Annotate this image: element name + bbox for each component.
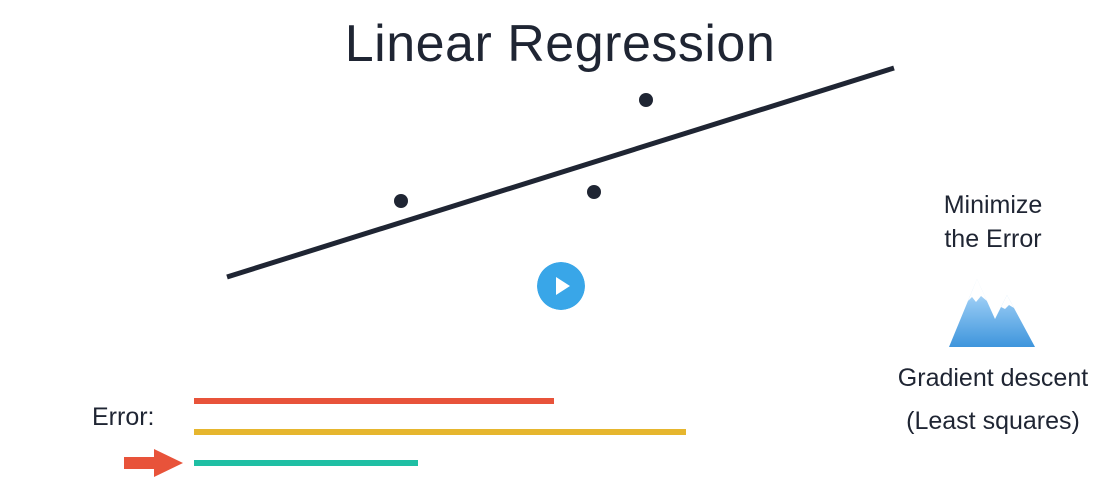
error-bar-red <box>194 398 554 404</box>
data-point <box>587 185 601 199</box>
error-bars <box>194 398 686 466</box>
arrow-right-icon <box>124 449 183 477</box>
error-label: Error: <box>92 403 155 431</box>
gradient-descent-text: Gradient descent <box>897 364 1089 392</box>
page-title: Linear Regression <box>344 15 776 73</box>
data-point <box>639 93 653 107</box>
least-squares-text: (Least squares) <box>906 407 1080 435</box>
minimize-error-text: Minimize the Error <box>893 188 1093 256</box>
error-bar-yellow <box>194 429 686 435</box>
regression-line <box>226 65 895 280</box>
minimize-line1: Minimize <box>943 191 1043 219</box>
mountain-icon <box>949 279 1035 347</box>
error-bar-teal <box>194 460 418 466</box>
play-button[interactable] <box>537 262 585 310</box>
play-icon <box>556 277 570 295</box>
minimize-line2: the Error <box>944 225 1042 253</box>
data-point <box>394 194 408 208</box>
